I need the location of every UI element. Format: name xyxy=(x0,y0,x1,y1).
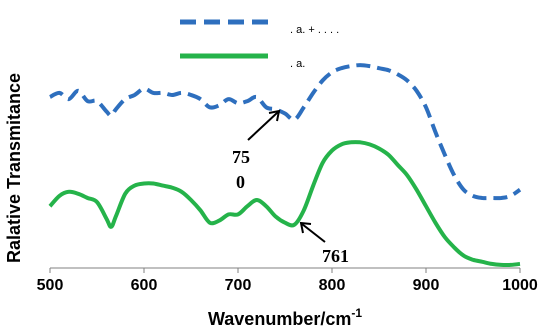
annotation-761-arrow xyxy=(301,223,326,243)
y-axis-label: Ralative Transmitance xyxy=(4,73,24,263)
series-1-line xyxy=(49,63,522,201)
x-axis-label: Wavenumber/cm-1 xyxy=(208,306,362,329)
x-tick-label: 700 xyxy=(225,277,252,294)
annotation-761: 761 xyxy=(299,221,349,266)
legend-label-series-1: . a. + . . . . xyxy=(290,24,339,36)
annotation-761-label: 761 xyxy=(322,246,349,266)
annotation-750-arrowhead xyxy=(268,109,281,122)
x-axis-label-superscript: -1 xyxy=(351,306,362,320)
annotation-750-label-line2: 0 xyxy=(236,172,245,192)
x-axis-label-text: Wavenumber/cm xyxy=(208,309,351,329)
x-tick-label: 1000 xyxy=(502,277,538,294)
series-2-line xyxy=(48,140,521,268)
x-tick-label: 900 xyxy=(413,277,440,294)
legend: . a. + . . . . . a. xyxy=(180,19,339,70)
annotation-750-arrow xyxy=(247,111,279,141)
x-tick-label: 800 xyxy=(319,277,346,294)
x-tick-label: 600 xyxy=(131,277,158,294)
annotation-761-arrowhead xyxy=(299,221,312,234)
x-axis-ticks: 500 600 700 800 900 1000 xyxy=(37,268,538,294)
legend-label-series-2: . a. xyxy=(290,58,305,70)
annotation-750: 75 0 xyxy=(232,109,281,192)
annotation-750-label-line1: 75 xyxy=(232,147,250,167)
plot-area xyxy=(48,63,522,268)
x-tick-label: 500 xyxy=(37,277,64,294)
